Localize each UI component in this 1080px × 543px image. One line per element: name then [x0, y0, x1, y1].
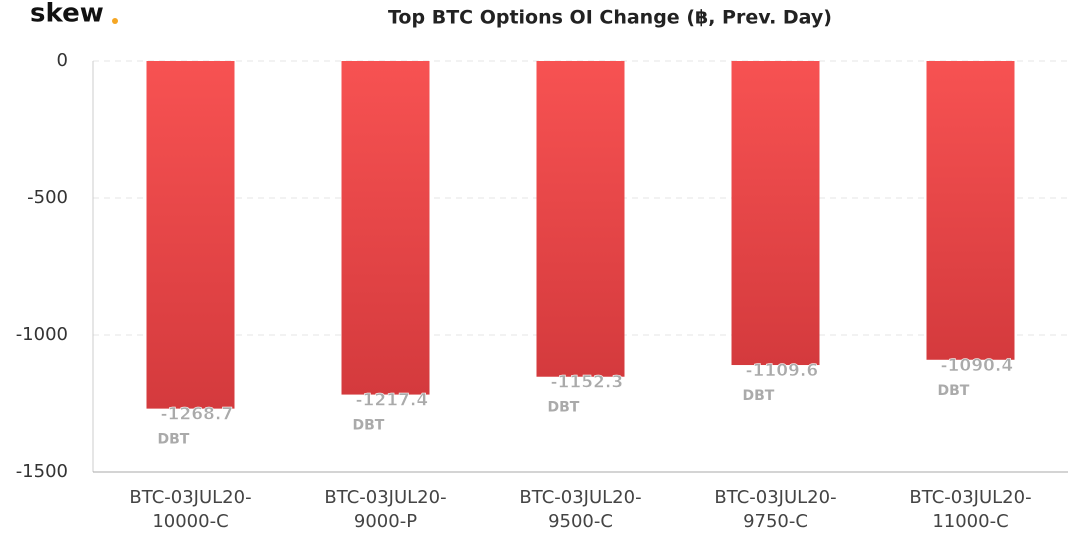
chart-title: Top BTC Options OI Change (฿, Prev. Day)	[388, 7, 832, 29]
data-label: -1268.7	[161, 405, 234, 425]
bar	[731, 61, 820, 366]
x-tick-label: BTC-03JUL20-9500-C	[519, 487, 642, 532]
y-tick-label: -500	[27, 187, 68, 208]
data-label: -1109.6	[746, 361, 819, 381]
data-unit: DBT	[158, 432, 190, 448]
brand-dot	[112, 18, 118, 24]
y-tick-label: -1500	[16, 461, 68, 482]
data-label: -1217.4	[356, 391, 429, 411]
data-label: -1152.3	[551, 373, 624, 393]
x-tick-label: BTC-03JUL20-11000-C	[909, 487, 1032, 532]
x-tick-label: BTC-03JUL20-9000-P	[324, 487, 447, 532]
brand-logo: skew	[30, 0, 104, 29]
bar	[536, 61, 625, 377]
data-unit: DBT	[938, 383, 970, 399]
data-unit: DBT	[743, 388, 775, 404]
bar	[341, 61, 430, 395]
y-tick-label: -1000	[16, 324, 68, 345]
data-label: -1090.4	[941, 356, 1014, 376]
x-tick-label: BTC-03JUL20-9750-C	[714, 487, 837, 532]
data-unit: DBT	[353, 418, 385, 434]
data-unit: DBT	[548, 400, 580, 416]
y-tick-label: 0	[57, 50, 68, 71]
x-tick-label: BTC-03JUL20-10000-C	[129, 487, 252, 532]
bar	[926, 61, 1015, 360]
bar	[146, 61, 235, 409]
